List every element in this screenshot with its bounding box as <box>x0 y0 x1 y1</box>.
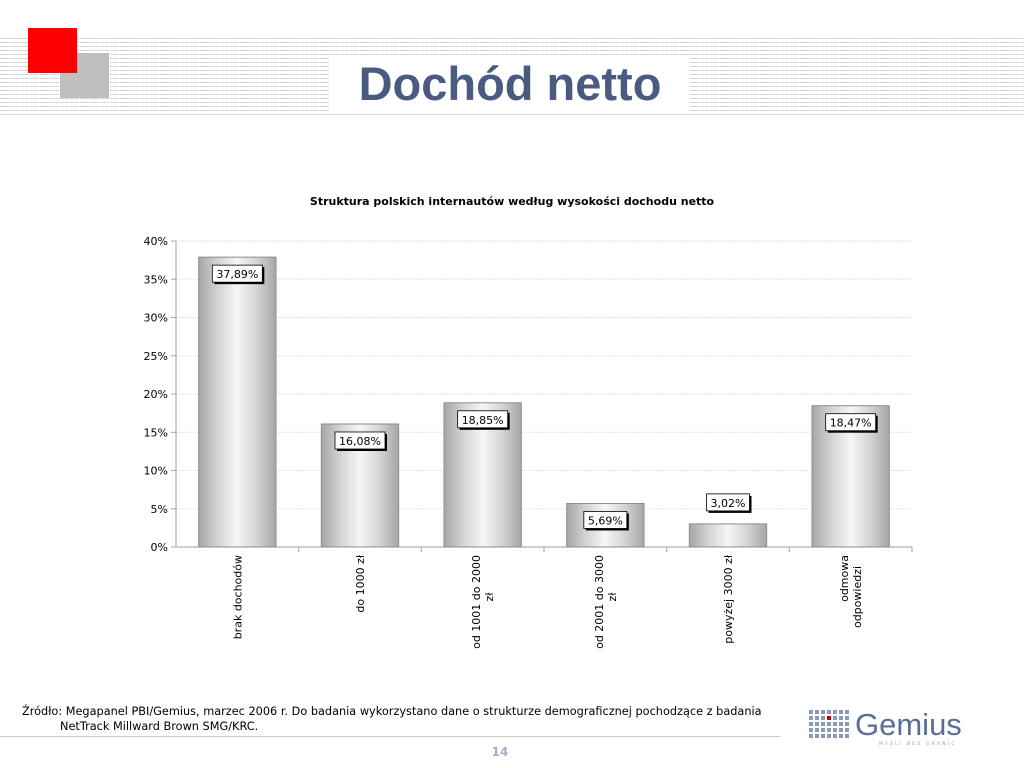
x-category-label: powyżej 3000 zł <box>722 554 735 644</box>
source-line-2: NetTrack Millward Brown SMG/KRC. <box>60 720 259 733</box>
data-label: 3,02% <box>711 497 746 510</box>
y-tick-label: 30% <box>144 312 168 325</box>
x-category-label-line: odpowiedzi <box>851 566 864 628</box>
data-label: 18,47% <box>830 417 872 430</box>
x-category-label-line: odmowa <box>838 555 851 602</box>
source-note: Źródło: Megapanel PBI/Gemius, marzec 200… <box>22 704 780 734</box>
x-category-label: brak dochodów <box>231 555 244 639</box>
x-category-label: odmowa odpowiedzi <box>838 555 864 628</box>
x-category-label-line: od 1001 do 2000 <box>470 555 483 649</box>
gemius-logo: Gemius MYŚLI BEZ GRANIC <box>809 707 962 747</box>
x-category-label: od 1001 do 2000 zł <box>470 555 496 649</box>
x-category-label-line: zł <box>606 592 619 602</box>
data-label: 37,89% <box>216 268 258 281</box>
source-line-1: Źródło: Megapanel PBI/Gemius, marzec 200… <box>22 705 762 718</box>
x-category-label-line: brak dochodów <box>231 555 244 639</box>
x-category-label: do 1000 zł <box>354 554 367 612</box>
slide-title: Dochód netto <box>330 56 690 112</box>
red-accent-square <box>28 28 77 73</box>
y-tick-label: 20% <box>144 388 168 401</box>
data-label: 16,08% <box>339 435 381 448</box>
logo-tagline: MYŚLI BEZ GRANIC <box>879 740 957 747</box>
footer-rule <box>0 736 780 737</box>
data-label: 18,85% <box>462 414 504 427</box>
y-tick-label: 0% <box>151 541 168 554</box>
chart-title: Struktura polskich internautów według wy… <box>309 195 715 208</box>
x-category-label: od 2001 do 3000 zł <box>593 555 619 649</box>
x-category-label-line: powyżej 3000 zł <box>722 554 735 644</box>
bar <box>688 523 768 548</box>
y-tick-label: 25% <box>144 350 168 363</box>
y-tick-label: 5% <box>151 503 168 516</box>
data-label-box <box>457 410 509 429</box>
y-tick-label: 40% <box>144 235 168 248</box>
y-tick-label: 10% <box>144 465 168 478</box>
logo-wordmark: Gemius <box>855 707 962 742</box>
page-number: 14 <box>491 745 509 759</box>
x-category-label-line: do 1000 zł <box>354 554 367 612</box>
data-label: 5,69% <box>588 514 623 527</box>
bar-chart: 0% 5% 10% 15% 20% 25% 30% 35% 40% 37,89% brak doch… <box>144 235 913 649</box>
y-tick-label: 35% <box>144 273 168 286</box>
data-label-box <box>825 413 877 432</box>
x-category-label-line: zł <box>483 592 496 602</box>
x-category-label-line: od 2001 do 3000 <box>593 555 606 649</box>
y-tick-label: 15% <box>144 426 168 439</box>
data-label-box <box>211 264 263 283</box>
data-label-box <box>334 431 386 450</box>
bar <box>198 256 277 548</box>
data-label-box <box>706 493 750 512</box>
gemius-logo-grid-icon <box>809 710 849 738</box>
data-label-box <box>583 511 628 529</box>
